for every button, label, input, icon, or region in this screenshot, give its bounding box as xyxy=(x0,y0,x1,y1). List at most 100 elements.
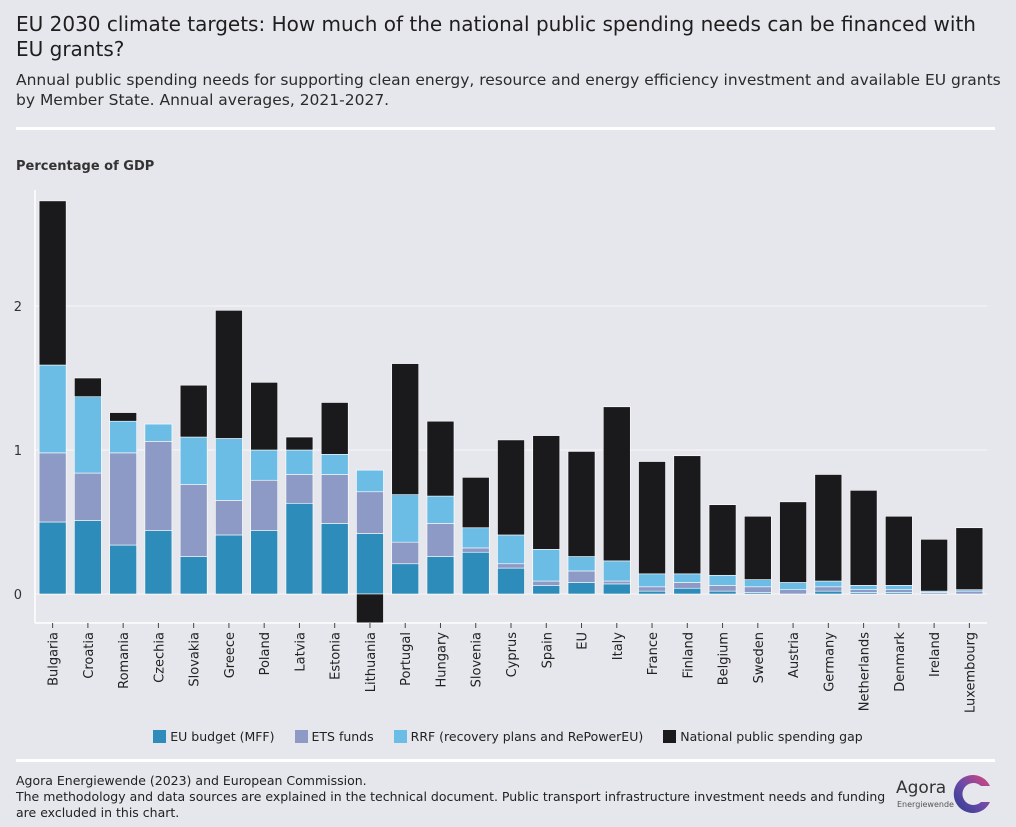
x-tick-label-eu: EU xyxy=(576,632,591,650)
bar-gap-croatia xyxy=(74,377,102,398)
agora-logo-icon xyxy=(953,775,990,813)
source-note: Agora Energiewende (2023) and European C… xyxy=(16,773,367,788)
bar-ets-finland xyxy=(673,582,702,589)
bar-gap-cyprus xyxy=(497,439,525,536)
x-tick-label-italy: Italy xyxy=(611,632,626,661)
x-tick-label-luxembourg: Luxembourg xyxy=(963,632,978,713)
x-tick-label-netherlands: Netherlands xyxy=(858,632,873,711)
legend-item-mff: EU budget (MFF) xyxy=(153,729,275,744)
bar-rrf-bulgaria xyxy=(38,364,67,454)
bar-rrf-eu xyxy=(567,556,596,572)
legend-swatch-mff xyxy=(153,730,167,743)
bar-ets-luxembourg xyxy=(955,590,984,595)
bar-gap-luxembourg xyxy=(955,527,984,590)
y-tick-label: 2 xyxy=(14,300,22,315)
bar-rrf-lithuania xyxy=(356,469,384,493)
logo-name: Agora xyxy=(896,778,947,798)
bar-mff-croatia xyxy=(74,520,102,595)
legend-swatch-rrf xyxy=(393,730,407,743)
chart-title: EU 2030 climate targets: How much of the… xyxy=(16,12,976,61)
legend-label-gap: National public spending gap xyxy=(680,729,863,744)
bar-ets-belgium xyxy=(708,585,737,592)
bar-mff-italy xyxy=(602,583,631,595)
bar-gap-belgium xyxy=(708,504,737,576)
bar-ets-italy xyxy=(602,580,631,585)
x-tick-label-germany: Germany xyxy=(822,632,837,692)
bar-gap-spain xyxy=(532,435,561,550)
legend-item-rrf: RRF (recovery plans and RePowerEU) xyxy=(393,729,644,744)
bar-rrf-austria xyxy=(779,582,807,590)
bar-ets-croatia xyxy=(74,472,102,521)
bar-gap-germany xyxy=(814,474,843,582)
bar-mff-latvia xyxy=(285,502,314,595)
top-divider xyxy=(16,127,995,130)
bar-gap-france xyxy=(638,461,666,575)
bar-mff-portugal xyxy=(391,563,420,595)
bar-mff-lithuania xyxy=(356,533,384,595)
bar-gap-austria xyxy=(779,501,807,583)
bar-mff-germany xyxy=(814,590,843,595)
x-tick-label-sweden: Sweden xyxy=(752,632,767,683)
x-tick-label-bulgaria: Bulgaria xyxy=(47,632,62,686)
legend-label-rrf: RRF (recovery plans and RePowerEU) xyxy=(410,729,644,744)
legend-swatch-gap xyxy=(663,730,677,743)
logo-sub: Energiewende xyxy=(897,800,954,809)
footer: Agora Energiewende (2023) and European C… xyxy=(16,773,896,821)
bar-mff-eu xyxy=(567,582,596,595)
bar-rrf-sweden xyxy=(744,579,772,588)
bar-gap-netherlands xyxy=(849,490,878,586)
x-tick-label-romania: Romania xyxy=(117,632,132,689)
bar-rrf-germany xyxy=(814,580,843,588)
legend: EU budget (MFF) ETS funds RRF (recovery … xyxy=(0,729,1016,744)
bar-ets-czechia xyxy=(144,441,173,531)
bar-gap-latvia xyxy=(285,436,314,451)
legend-swatch-ets xyxy=(294,730,308,743)
bar-mff-greece xyxy=(215,534,243,595)
bar-rrf-cyprus xyxy=(497,534,525,565)
bar-ets-eu xyxy=(567,570,596,583)
x-tick-label-czechia: Czechia xyxy=(152,632,167,683)
bar-ets-spain xyxy=(532,580,561,586)
bar-rrf-czechia xyxy=(144,423,173,442)
bar-mff-spain xyxy=(532,585,561,595)
x-tick-label-cyprus: Cyprus xyxy=(505,632,520,678)
bar-rrf-romania xyxy=(109,420,137,454)
bar-rrf-slovakia xyxy=(179,436,208,485)
bar-rrf-slovenia xyxy=(461,527,490,549)
x-tick-label-portugal: Portugal xyxy=(399,632,414,686)
y-axis-label: Percentage of GDP xyxy=(16,159,155,174)
bar-mff-slovakia xyxy=(179,556,208,595)
x-tick-label-spain: Spain xyxy=(540,632,555,668)
bar-ets-bulgaria xyxy=(38,452,67,523)
bar-ets-lithuania xyxy=(356,491,384,534)
stacked-bar-chart: 0 1 2 Bulgaria Croatia Romania Czechia Slovakia… xyxy=(14,190,987,713)
bar-mff-czechia xyxy=(144,530,173,595)
bar-ets-germany xyxy=(814,586,843,592)
x-tick-label-hungary: Hungary xyxy=(434,632,449,688)
bar-gap-slovakia xyxy=(179,384,208,438)
bar-gap-portugal xyxy=(391,363,420,495)
bar-ets-latvia xyxy=(285,474,314,504)
x-tick-label-poland: Poland xyxy=(258,632,273,675)
bar-gap-romania xyxy=(109,412,137,422)
bar-rrf-croatia xyxy=(74,396,102,474)
bar-mff-cyprus xyxy=(497,567,525,595)
bar-rrf-poland xyxy=(250,449,278,481)
x-tick-label-finland: Finland xyxy=(681,632,696,678)
bar-mff-estonia xyxy=(320,523,349,595)
bar-ets-greece xyxy=(215,500,243,536)
bar-rrf-denmark xyxy=(885,585,913,590)
x-tick-label-denmark: Denmark xyxy=(893,632,908,692)
bar-gap-hungary xyxy=(426,420,455,497)
legend-label-ets: ETS funds xyxy=(311,729,374,744)
bar-gap-poland xyxy=(250,382,278,451)
bar-ets-romania xyxy=(109,452,137,546)
bar-gap-sweden xyxy=(744,515,772,580)
bar-ets-austria xyxy=(779,589,807,595)
bar-gap-eu xyxy=(567,451,596,557)
bar-mff-belgium xyxy=(708,590,737,595)
bar-ets-hungary xyxy=(426,523,455,557)
y-tick-label: 0 xyxy=(14,588,22,603)
legend-item-gap: National public spending gap xyxy=(663,729,863,744)
bar-rrf-latvia xyxy=(285,449,314,475)
